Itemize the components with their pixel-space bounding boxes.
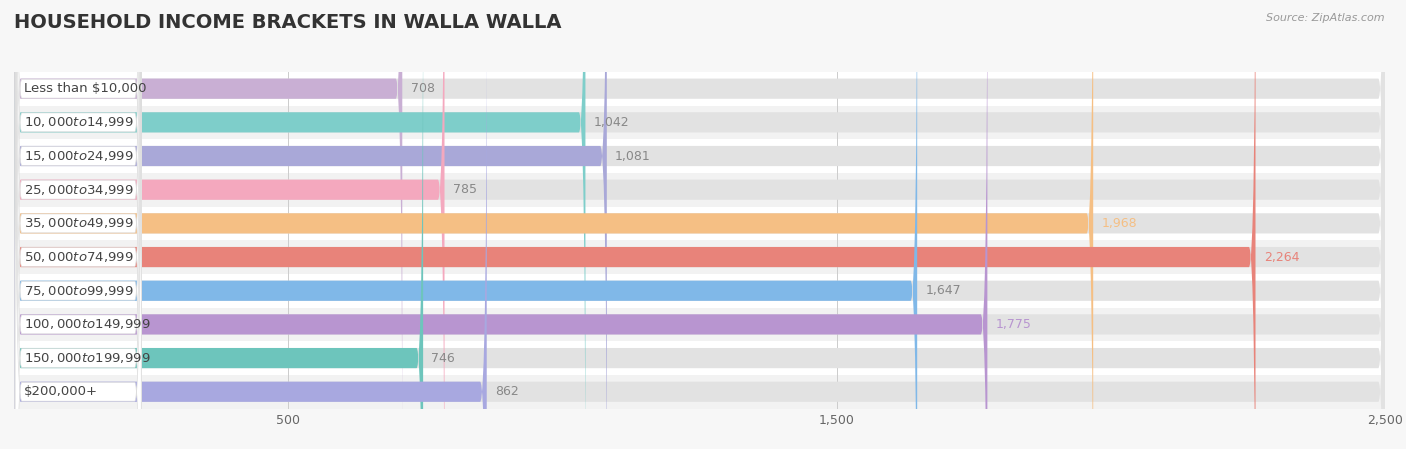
Bar [14,173,1385,207]
Text: 1,775: 1,775 [995,318,1032,331]
FancyBboxPatch shape [14,0,1094,449]
Bar [14,375,1385,409]
Text: $50,000 to $74,999: $50,000 to $74,999 [24,250,134,264]
Text: Source: ZipAtlas.com: Source: ZipAtlas.com [1267,13,1385,23]
Bar [14,207,1385,240]
FancyBboxPatch shape [14,0,1385,449]
Text: 2,264: 2,264 [1264,251,1299,264]
Text: $15,000 to $24,999: $15,000 to $24,999 [24,149,134,163]
FancyBboxPatch shape [15,0,141,449]
Text: $10,000 to $14,999: $10,000 to $14,999 [24,115,134,129]
Bar [14,341,1385,375]
Text: 785: 785 [453,183,477,196]
FancyBboxPatch shape [14,0,486,449]
Bar [14,274,1385,308]
Bar [14,240,1385,274]
FancyBboxPatch shape [15,0,141,449]
FancyBboxPatch shape [14,0,402,449]
Text: 1,968: 1,968 [1101,217,1137,230]
Bar [14,308,1385,341]
FancyBboxPatch shape [15,0,141,449]
Text: 708: 708 [411,82,434,95]
Text: HOUSEHOLD INCOME BRACKETS IN WALLA WALLA: HOUSEHOLD INCOME BRACKETS IN WALLA WALLA [14,13,561,32]
FancyBboxPatch shape [15,0,141,449]
Text: $75,000 to $99,999: $75,000 to $99,999 [24,284,134,298]
FancyBboxPatch shape [14,0,607,449]
FancyBboxPatch shape [15,0,141,449]
Text: $25,000 to $34,999: $25,000 to $34,999 [24,183,134,197]
FancyBboxPatch shape [14,0,1385,449]
FancyBboxPatch shape [15,0,141,449]
FancyBboxPatch shape [14,0,1256,449]
FancyBboxPatch shape [14,0,1385,449]
FancyBboxPatch shape [14,0,1385,449]
Text: 862: 862 [495,385,519,398]
FancyBboxPatch shape [14,0,917,449]
Text: $35,000 to $49,999: $35,000 to $49,999 [24,216,134,230]
Text: $200,000+: $200,000+ [24,385,98,398]
Text: $150,000 to $199,999: $150,000 to $199,999 [24,351,150,365]
FancyBboxPatch shape [14,0,1385,449]
FancyBboxPatch shape [14,0,1385,449]
Bar [14,106,1385,139]
FancyBboxPatch shape [14,0,1385,449]
FancyBboxPatch shape [15,0,141,449]
FancyBboxPatch shape [14,0,987,449]
Text: 746: 746 [432,352,456,365]
Text: 1,042: 1,042 [593,116,630,129]
FancyBboxPatch shape [15,0,141,449]
Bar [14,72,1385,106]
FancyBboxPatch shape [15,0,141,449]
Text: 1,647: 1,647 [925,284,962,297]
Text: Less than $10,000: Less than $10,000 [24,82,146,95]
FancyBboxPatch shape [14,0,1385,449]
FancyBboxPatch shape [14,0,585,449]
FancyBboxPatch shape [14,0,423,449]
Text: $100,000 to $149,999: $100,000 to $149,999 [24,317,150,331]
FancyBboxPatch shape [14,0,1385,449]
Text: 1,081: 1,081 [614,150,651,163]
Bar [14,139,1385,173]
FancyBboxPatch shape [14,0,1385,449]
FancyBboxPatch shape [14,0,444,449]
FancyBboxPatch shape [15,0,141,449]
